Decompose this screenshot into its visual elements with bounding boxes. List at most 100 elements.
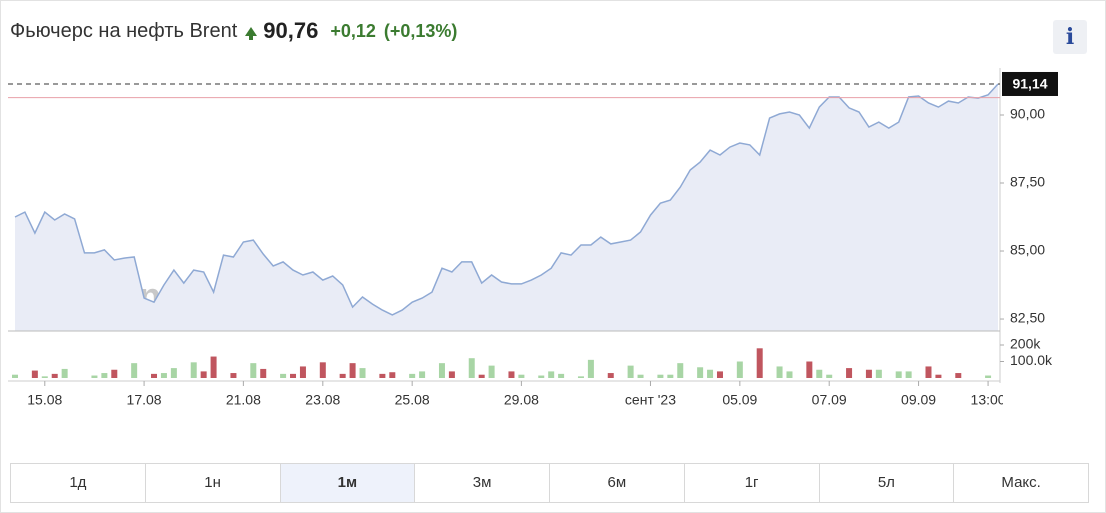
volume-bar (299, 366, 306, 378)
volume-bar (697, 367, 704, 378)
volume-bar (786, 371, 793, 378)
change: +0,12 (330, 20, 376, 41)
volume-bar (488, 365, 495, 378)
volume-bar (577, 376, 584, 378)
volume-bar (538, 375, 545, 378)
y-tick-label: 87,50 (1010, 174, 1045, 190)
area-fill (15, 84, 998, 331)
x-tick-label: 07.09 (812, 392, 847, 408)
volume-bar (12, 374, 18, 378)
title: Фьючерс на нефть Brent (10, 19, 238, 42)
volume-bar (349, 363, 356, 378)
range-button[interactable]: 1г (685, 464, 820, 502)
x-tick-label: сент '23 (625, 392, 676, 408)
volume-bar (91, 375, 98, 378)
volume-bar (846, 368, 853, 378)
volume-bar (41, 376, 48, 378)
volume-bar (955, 373, 962, 378)
x-tick-label: 25.08 (395, 392, 430, 408)
current-price-label: 91,14 (1012, 76, 1047, 92)
current-price-box (1002, 71, 1058, 96)
x-tick-label: 15.08 (27, 392, 62, 408)
volume-bar (667, 374, 674, 378)
volume-bar (438, 363, 445, 378)
volume-bar (61, 368, 68, 378)
volume-bar (935, 374, 942, 378)
volume-bar (895, 371, 902, 378)
range-button[interactable]: Макс. (1001, 474, 1041, 491)
volume-bar (627, 365, 634, 378)
volume-bar (260, 368, 267, 378)
volume-bar (508, 371, 515, 378)
chart-layer: Investing.com82,5085,0087,5090,00200k100… (8, 68, 1058, 383)
volume-bar (875, 369, 882, 378)
volume-bar (319, 362, 326, 378)
range-button[interactable]: 1д (11, 464, 146, 502)
volume-bar (170, 368, 177, 378)
range-button[interactable]: 1м (280, 464, 416, 502)
y-tick-label: 82,50 (1010, 310, 1045, 326)
y-tick-label: 90,00 (1010, 106, 1045, 122)
volume-bar (210, 356, 217, 378)
header: Фьючерс на нефть Brent 90,76 +0,12 (+0,1… (10, 18, 465, 44)
volume-bar (826, 374, 833, 378)
volume-bar (230, 373, 237, 378)
price-line (14, 83, 999, 316)
range-button[interactable]: 3м (415, 464, 550, 502)
volume-bar (111, 369, 118, 378)
volume-bar (518, 374, 525, 378)
x-tick-label: 13:00 (971, 392, 1006, 408)
volume-bar (379, 373, 386, 378)
range-selector: 1д 1н 1м 3м 6м 1г 5л Макс. (10, 463, 1089, 503)
x-tick-label: 23.08 (305, 392, 340, 408)
x-tick-label: 17.08 (127, 392, 162, 408)
volume-tick-label: 200k (1010, 336, 1041, 352)
x-axis: 15.08 17.08 21.08 23.08 25.08 29.08 сент '23 05… (27, 381, 1006, 408)
volume-bar (51, 373, 58, 378)
volume-bar (548, 371, 555, 378)
volume-bar (587, 359, 594, 378)
volume-bar (151, 373, 158, 378)
volume-bar (905, 371, 912, 378)
volume-bar (657, 374, 664, 378)
x-tick-label: 21.08 (226, 392, 261, 408)
volume-bar (806, 361, 813, 378)
volume-bar (985, 375, 992, 378)
volume-bar (816, 369, 823, 378)
volume-tick-label: 100.0k (1010, 352, 1053, 368)
range-button[interactable]: 6м (550, 464, 685, 502)
volume-bar (607, 373, 614, 378)
volume-bar (925, 366, 932, 378)
volume-bar (190, 362, 197, 378)
volume-bar (707, 369, 714, 378)
volume-bar (776, 366, 783, 378)
x-tick-label: 05.09 (722, 392, 757, 408)
volume-bar (131, 363, 138, 378)
range-button[interactable]: 5л (820, 464, 955, 502)
chart: Investing.com82,5085,0087,5090,00200k100… (8, 68, 1058, 408)
volume-bar (359, 368, 366, 378)
volume-bar (389, 372, 396, 378)
volume-bar (200, 371, 207, 378)
volume-bar (419, 371, 426, 378)
volume-bar (736, 361, 743, 378)
change-percent: (+0,13%) (383, 20, 458, 41)
volume-bar (31, 370, 38, 378)
y-tick-label: 85,00 (1010, 242, 1045, 258)
volume-bar (558, 373, 565, 378)
volume-bar (468, 358, 475, 378)
info-button[interactable]: i (1053, 20, 1087, 54)
volume-bar (339, 373, 346, 378)
range-button[interactable]: 1н (146, 464, 281, 502)
volume-bar (478, 374, 485, 378)
volume-bar (250, 363, 257, 378)
volume-bar (756, 348, 763, 378)
volume-bar (280, 373, 287, 378)
price: 90,76 (263, 18, 319, 43)
volume-bar (637, 374, 644, 378)
volume-bar (101, 373, 108, 378)
volume-bar (290, 373, 297, 378)
volume-bar (448, 371, 455, 378)
volume-bar (409, 373, 416, 378)
